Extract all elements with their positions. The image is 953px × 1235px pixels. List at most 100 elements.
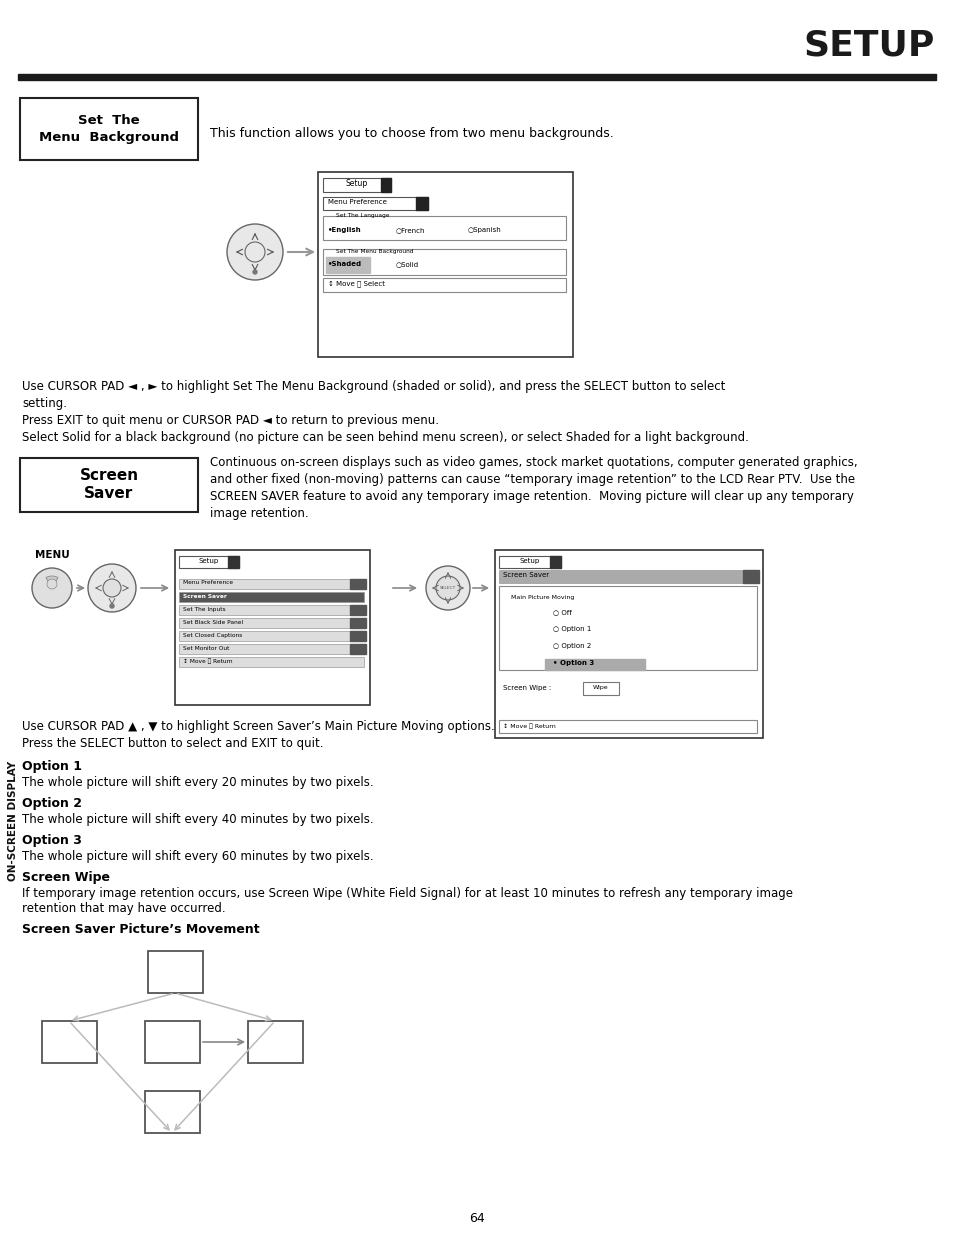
Text: Set The Menu Background: Set The Menu Background [335, 249, 413, 254]
Text: image retention.: image retention. [210, 508, 309, 520]
FancyBboxPatch shape [323, 216, 565, 240]
FancyBboxPatch shape [179, 643, 364, 655]
Text: ○ Option 2: ○ Option 2 [553, 643, 591, 650]
Bar [380, 178, 391, 191]
Text: Use CURSOR PAD ▲ , ▼ to highlight Screen Saver’s Main Picture Moving options.: Use CURSOR PAD ▲ , ▼ to highlight Screen… [22, 720, 495, 734]
Text: SCREEN SAVER feature to avoid any temporary image retention.  Moving picture wil: SCREEN SAVER feature to avoid any tempor… [210, 490, 853, 503]
FancyBboxPatch shape [495, 550, 762, 739]
FancyBboxPatch shape [145, 1021, 200, 1063]
Text: The whole picture will shift every 40 minutes by two pixels.: The whole picture will shift every 40 mi… [22, 813, 374, 826]
Text: Main Picture Moving: Main Picture Moving [511, 594, 574, 599]
Ellipse shape [426, 566, 470, 610]
FancyBboxPatch shape [179, 618, 364, 629]
Text: Screen Wipe :: Screen Wipe : [502, 685, 551, 692]
Text: Screen Saver Picture’s Movement: Screen Saver Picture’s Movement [22, 923, 259, 936]
Wedge shape [46, 576, 58, 588]
Text: •English: •English [328, 227, 361, 233]
Circle shape [436, 576, 459, 600]
Text: The whole picture will shift every 20 minutes by two pixels.: The whole picture will shift every 20 mi… [22, 776, 374, 789]
Text: Set Closed Captions: Set Closed Captions [183, 632, 242, 637]
Bar [326, 257, 370, 273]
Text: Set The Inputs: Set The Inputs [183, 606, 226, 611]
Circle shape [253, 270, 256, 274]
Text: MENU: MENU [35, 550, 70, 559]
Bar [416, 198, 428, 210]
Text: Set Black Side Panel: Set Black Side Panel [183, 620, 243, 625]
FancyBboxPatch shape [323, 278, 565, 291]
Text: ↕ Move Ⓢ Return: ↕ Move Ⓢ Return [502, 724, 556, 729]
Text: If temporary image retention occurs, use Screen Wipe (White Field Signal) for at: If temporary image retention occurs, use… [22, 887, 792, 900]
Circle shape [110, 604, 113, 608]
Bar [228, 556, 239, 568]
FancyBboxPatch shape [498, 556, 560, 568]
Text: ○French: ○French [395, 227, 425, 233]
Text: ○Spanish: ○Spanish [468, 227, 501, 233]
Text: • Option 3: • Option 3 [553, 659, 594, 666]
Text: Menu Preference: Menu Preference [328, 199, 387, 205]
FancyBboxPatch shape [498, 571, 757, 583]
FancyBboxPatch shape [498, 585, 757, 671]
Text: ↕ Move Ⓢ Return: ↕ Move Ⓢ Return [183, 658, 233, 663]
Text: ○ Off: ○ Off [553, 609, 571, 615]
FancyBboxPatch shape [323, 178, 391, 191]
FancyBboxPatch shape [179, 592, 364, 601]
Circle shape [32, 568, 71, 608]
Text: Wipe: Wipe [593, 685, 608, 690]
Text: retention that may have occurred.: retention that may have occurred. [22, 902, 226, 915]
FancyBboxPatch shape [248, 1021, 303, 1063]
Text: Press EXIT to quit menu or CURSOR PAD ◄ to return to previous menu.: Press EXIT to quit menu or CURSOR PAD ◄ … [22, 414, 438, 427]
FancyBboxPatch shape [179, 579, 364, 589]
Bar [350, 631, 366, 641]
FancyBboxPatch shape [317, 172, 573, 357]
Text: SELECT: SELECT [439, 585, 456, 590]
Text: Press the SELECT button to select and EXIT to quit.: Press the SELECT button to select and EX… [22, 737, 323, 750]
FancyBboxPatch shape [145, 1091, 200, 1132]
FancyBboxPatch shape [179, 631, 364, 641]
Bar [350, 618, 366, 629]
Bar [544, 659, 644, 671]
Text: setting.: setting. [22, 396, 67, 410]
FancyBboxPatch shape [42, 1021, 97, 1063]
Bar [550, 556, 560, 568]
Text: Continuous on-screen displays such as video games, stock market quotations, comp: Continuous on-screen displays such as vi… [210, 456, 857, 469]
Text: and other fixed (non-moving) patterns can cause “temporary image retention” to t: and other fixed (non-moving) patterns ca… [210, 473, 854, 487]
Text: 64: 64 [469, 1212, 484, 1224]
Text: Screen Saver: Screen Saver [183, 594, 227, 599]
Text: The whole picture will shift every 60 minutes by two pixels.: The whole picture will shift every 60 mi… [22, 850, 374, 863]
Text: Use CURSOR PAD ◄ , ► to highlight Set The Menu Background (shaded or solid), and: Use CURSOR PAD ◄ , ► to highlight Set Th… [22, 380, 724, 393]
Ellipse shape [227, 224, 283, 280]
Text: •Shaded: •Shaded [328, 261, 362, 267]
Text: This function allows you to choose from two menu backgrounds.: This function allows you to choose from … [210, 126, 613, 140]
Text: ↕ Move Ⓢ Select: ↕ Move Ⓢ Select [328, 280, 385, 288]
FancyBboxPatch shape [179, 657, 364, 667]
Text: Screen Wipe: Screen Wipe [22, 871, 110, 884]
Text: SETUP: SETUP [802, 28, 934, 62]
Bar [350, 605, 366, 615]
FancyBboxPatch shape [582, 682, 618, 695]
Bar [18, 74, 935, 80]
FancyBboxPatch shape [179, 605, 364, 615]
Circle shape [245, 242, 265, 262]
FancyBboxPatch shape [148, 951, 203, 993]
Text: Option 3: Option 3 [22, 834, 82, 847]
Text: Setup: Setup [519, 558, 539, 564]
Text: Option 1: Option 1 [22, 760, 82, 773]
Ellipse shape [88, 564, 136, 613]
Text: Menu Preference: Menu Preference [183, 580, 233, 585]
Text: Option 2: Option 2 [22, 797, 82, 810]
Text: Screen: Screen [79, 468, 138, 483]
Text: Set Monitor Out: Set Monitor Out [183, 646, 229, 651]
Text: ○ Option 1: ○ Option 1 [553, 626, 591, 632]
Text: ON-SCREEN DISPLAY: ON-SCREEN DISPLAY [9, 761, 18, 882]
Text: Set  The: Set The [78, 114, 140, 126]
FancyBboxPatch shape [20, 458, 198, 513]
FancyBboxPatch shape [323, 198, 428, 210]
Circle shape [103, 579, 121, 597]
Text: Screen Saver: Screen Saver [502, 572, 549, 578]
Bar [350, 643, 366, 655]
FancyBboxPatch shape [174, 550, 370, 705]
Text: Setup: Setup [346, 179, 368, 189]
Text: Set The Language: Set The Language [335, 214, 389, 219]
Text: ○Solid: ○Solid [395, 261, 418, 267]
FancyBboxPatch shape [20, 98, 198, 161]
